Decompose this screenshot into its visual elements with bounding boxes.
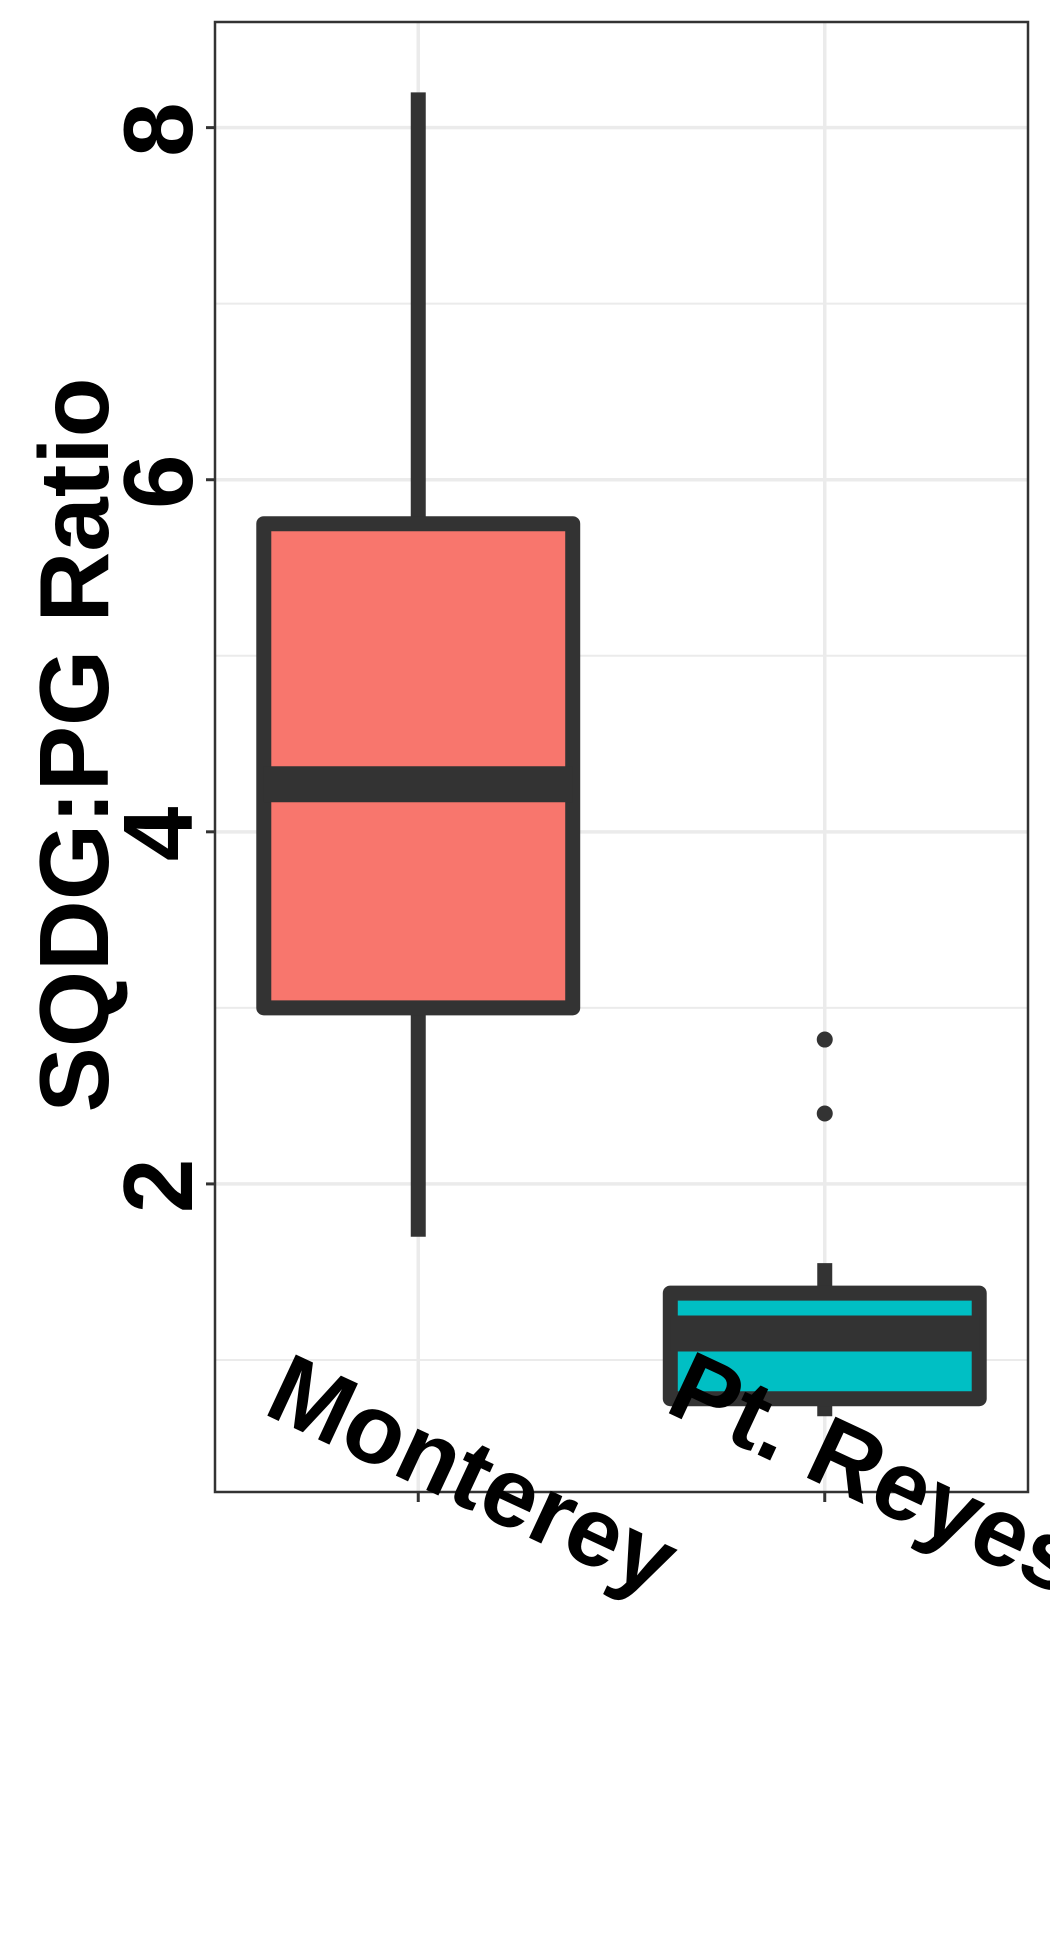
box-layer xyxy=(256,92,987,1417)
y-axis-label: SQDG:PG Ratio xyxy=(19,377,129,1112)
x-tick-label: Monterey xyxy=(253,1332,694,1616)
panel-border xyxy=(213,20,1030,1494)
outlier-point xyxy=(816,1031,833,1048)
y-tick-label: 4 xyxy=(103,807,213,862)
box-2 xyxy=(662,1031,987,1417)
y-tick-label: 2 xyxy=(103,1159,213,1214)
y-tick-label: 6 xyxy=(103,454,213,509)
box-1 xyxy=(256,92,581,1237)
box-body xyxy=(256,516,581,1016)
y-tick-label: 8 xyxy=(103,102,213,157)
outlier-point xyxy=(816,1105,833,1122)
